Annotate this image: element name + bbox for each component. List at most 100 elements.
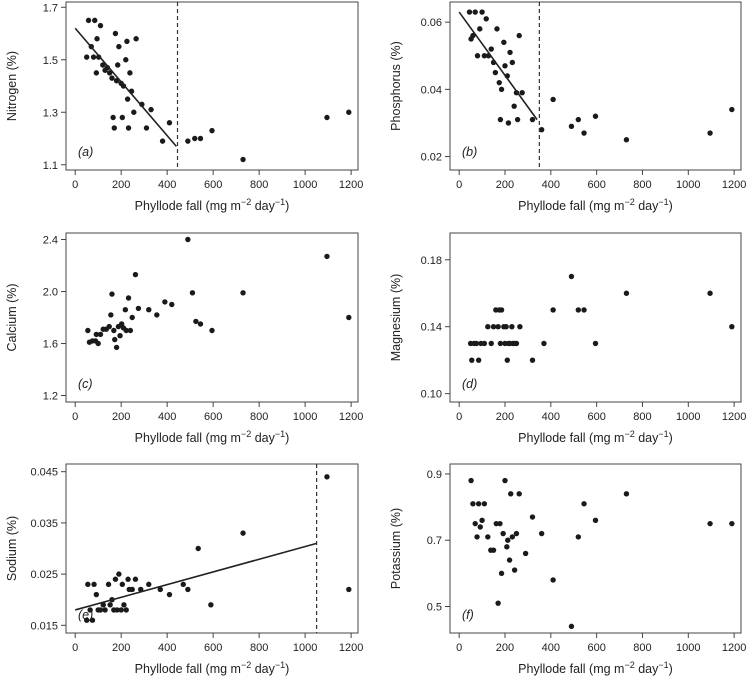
panel-a-x-axis-label: Phyllode fall (mg m−2 day−1)	[135, 197, 290, 213]
panel-a-data-point	[112, 30, 119, 37]
panel-f-x-tick-label: 600	[587, 642, 605, 654]
panel-e-data-point	[123, 607, 129, 613]
panel-f-x-axis-label: Phyllode fall (mg m−2 day−1)	[518, 660, 673, 676]
panel-c-data-point	[111, 327, 117, 334]
panel-f-data-point	[495, 600, 501, 606]
panel-d-y-tick-label: 0.14	[421, 322, 442, 334]
panel-b-data-point	[550, 96, 556, 103]
panel-e-data-point	[208, 602, 214, 608]
panel-a-data-point	[94, 36, 100, 42]
panel-d-data-point	[488, 340, 494, 347]
panel-d-data-point	[529, 357, 536, 363]
panel-f-data-point	[502, 477, 508, 484]
panel-d-x-tick-label: 200	[496, 411, 514, 423]
panel-c-data-point	[324, 253, 330, 260]
panel-d-data-point	[490, 324, 497, 330]
panel-f-data-point	[592, 517, 599, 524]
panel-d-data-point	[504, 357, 510, 363]
panel-f-data-point	[472, 520, 478, 527]
panel-a-y-tick-label: 1.5	[43, 55, 58, 67]
panel-f-data-point	[490, 547, 497, 553]
panel-a-data-point	[240, 156, 246, 163]
panel-e-y-tick-label: 0.045	[30, 467, 58, 479]
panel-f-y-tick-label: 0.5	[427, 601, 442, 613]
panel-e-data-point	[114, 607, 120, 613]
panel-b-data-point	[511, 103, 517, 109]
panel-e-x-tick-label: 0	[72, 642, 78, 654]
panel-c-data-point	[185, 236, 191, 243]
panel-c-y-tick-label: 1.2	[43, 391, 58, 403]
panel-b-data-point	[509, 59, 516, 66]
panel-f-data-point	[581, 501, 587, 507]
panel-b-data-point	[472, 9, 478, 15]
panel-e-data-point	[166, 591, 173, 598]
panel-c-data-point	[117, 333, 123, 339]
panel-b-data-point	[568, 123, 575, 130]
panel-a-x-tick-label: 0	[72, 179, 78, 191]
panel-e-data-point	[132, 576, 139, 582]
panel-a-data-point	[92, 17, 98, 24]
panel-f-data-point	[707, 520, 713, 527]
panel-f-data-point	[505, 537, 511, 543]
panel-b-data-point	[623, 137, 630, 143]
panel-c-data-point	[169, 301, 175, 308]
panel-e-data-point	[105, 581, 112, 588]
panel-f-data-point	[498, 570, 505, 577]
panel-e-data-point	[240, 530, 246, 536]
panel-e-data-point	[87, 607, 93, 613]
panel-a-x-tick-label: 200	[112, 179, 130, 191]
panel-c-data-point	[197, 321, 204, 327]
panel-f-data-point	[506, 557, 513, 563]
panel-e-data-point	[89, 617, 96, 623]
panel-b-y-tick-label: 0.04	[421, 84, 442, 96]
panel-a-data-point	[127, 70, 133, 76]
panel-c-data-point	[93, 331, 100, 338]
panel-c-data-point	[135, 305, 142, 312]
panel-d-data-point	[550, 307, 556, 313]
panel-c-y-tick-label: 2.4	[43, 235, 58, 247]
panel-d-data-point	[503, 324, 509, 330]
panel-f-data-point	[729, 520, 735, 527]
panel-a-data-point	[85, 17, 92, 24]
panel-b-data-point	[538, 126, 545, 133]
panel-f-data-point	[513, 530, 520, 537]
panel-e-y-tick-label: 0.035	[30, 518, 58, 530]
panel-f-data-point	[508, 491, 514, 497]
panel-d-data-point	[497, 340, 504, 347]
panel-b-data-point	[707, 130, 713, 136]
panel-c-y-tick-label: 2.0	[43, 287, 58, 299]
panel-a-x-tick-label: 400	[158, 179, 176, 191]
panel-f-data-point	[468, 477, 474, 484]
panel-a-data-point	[166, 120, 173, 126]
panel-a-data-point	[125, 125, 132, 131]
panel-d-x-tick-label: 0	[456, 411, 462, 423]
panel-a-y-axis-label: Nitrogen (%)	[5, 51, 19, 121]
panel-a-data-point	[209, 127, 215, 134]
panel-a-x-tick-label: 600	[204, 179, 222, 191]
panel-f-data-point	[623, 491, 630, 497]
panel-c-x-tick-label: 800	[250, 411, 268, 423]
panel-e-data-point	[116, 571, 122, 577]
panel-a-data-point	[113, 78, 120, 84]
panel-e-data-point	[91, 581, 97, 588]
panel-c-y-axis-label: Calcium (%)	[5, 283, 19, 351]
panel-f-data-point	[516, 491, 522, 497]
panel-e-data-point	[118, 607, 124, 613]
panel-d-data-point	[473, 340, 480, 347]
panel-a-y-tick-label: 1.3	[43, 107, 58, 119]
panel-f-data-point	[529, 514, 536, 520]
panel-c-label: (c)	[78, 377, 93, 391]
panel-d-y-tick-label: 0.18	[421, 255, 442, 267]
panel-a-y-tick-label: 1.1	[43, 160, 58, 172]
panel-b-data-point	[519, 90, 525, 96]
panel-e-y-tick-label: 0.025	[30, 569, 58, 581]
panel-b-data-point	[492, 69, 499, 76]
panel-d-data-point	[481, 340, 488, 347]
panel-c-data-point	[108, 312, 114, 318]
panel-e-y-axis-label: Sodium (%)	[5, 516, 19, 581]
panel-d-data-point	[623, 290, 630, 296]
panel-d-data-point	[495, 324, 501, 330]
panel-a-data-point	[148, 106, 154, 113]
panel-e-data-point	[180, 581, 186, 588]
panel-c-x-tick-label: 400	[158, 411, 176, 423]
